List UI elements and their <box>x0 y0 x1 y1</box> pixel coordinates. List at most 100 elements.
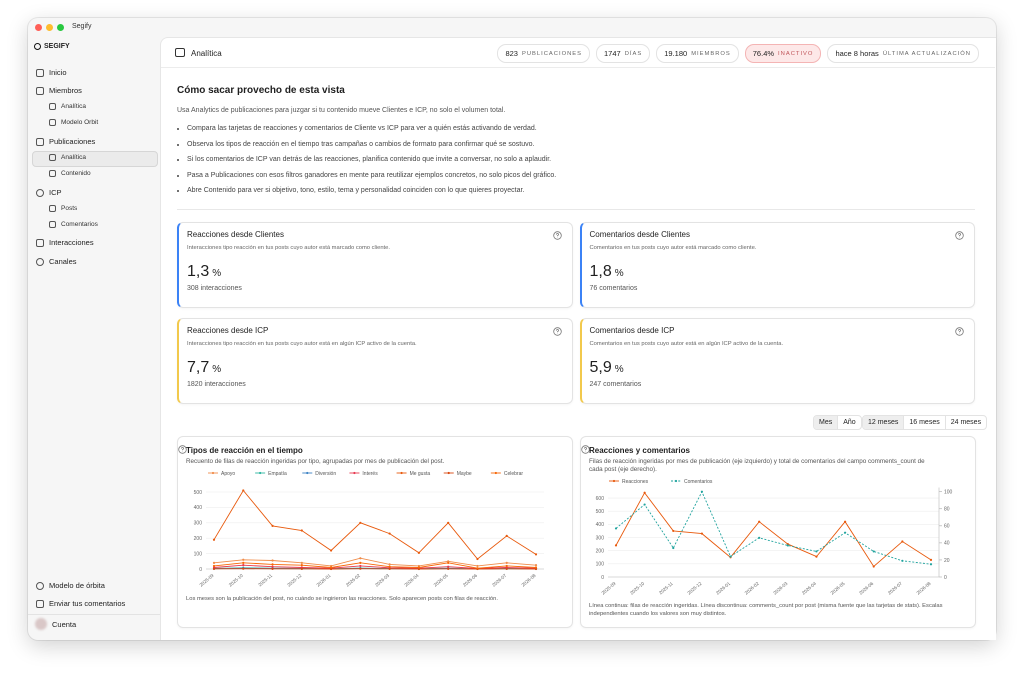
chart-subtitle: Filas de reacción ingeridas por mes de p… <box>589 458 925 473</box>
stat-label: INACTIVO <box>778 50 814 57</box>
data-point <box>815 555 818 558</box>
toggle-button[interactable]: 12 meses <box>863 416 905 429</box>
card-value-number: 1,8 <box>589 263 612 280</box>
stat-pill: 76.4% INACTIVO <box>744 44 822 63</box>
nav-label: Modelo Orbit <box>61 119 99 126</box>
help-glyph <box>180 447 185 452</box>
sidebar-toggle[interactable] <box>175 48 185 57</box>
toggle-button[interactable]: 16 meses <box>904 416 946 429</box>
y-tick-label: 0 <box>199 567 202 573</box>
card-detail: 1820 interacciones <box>187 381 246 388</box>
nav-item[interactable]: Enviar tus comentarios <box>36 599 125 608</box>
nav-icon <box>36 137 44 146</box>
nav-subitem[interactable]: Analítica <box>49 154 86 161</box>
x-tick-label: 2026-04 <box>403 573 419 588</box>
y2-tick-label: 100 <box>944 490 953 496</box>
minimize-button[interactable] <box>46 24 53 31</box>
data-point <box>872 550 875 553</box>
help-icon[interactable] <box>955 231 964 240</box>
legend-label: Comentarios <box>684 479 713 485</box>
nav-item[interactable]: Canales <box>36 257 77 266</box>
data-point <box>534 566 538 569</box>
nav-item[interactable]: ICP <box>36 188 62 197</box>
nav-item[interactable]: Publicaciones <box>36 137 95 146</box>
legend-dot <box>353 471 356 475</box>
stat-pill: hace 8 horas ÚLTIMA ACTUALIZACIÓN <box>827 44 979 63</box>
card-value-number: 5,9 <box>589 359 612 376</box>
account-button[interactable]: Cuenta <box>35 618 76 630</box>
data-point <box>447 521 450 524</box>
nav-subitem[interactable]: Analítica <box>49 103 86 110</box>
period-toggle: Mes Año <box>813 415 862 430</box>
stat-card: Reacciones desde Clientes Interacciones t… <box>177 222 573 308</box>
x-tick-label: 2025-12 <box>686 581 702 596</box>
data-point <box>417 551 421 554</box>
x-tick-label: 2025-09 <box>601 581 617 596</box>
nav-label: ICP <box>49 188 62 197</box>
x-tick-label: 2025-10 <box>228 573 244 588</box>
data-point <box>242 567 245 570</box>
account-label: Cuenta <box>52 619 77 629</box>
card-title: Reacciones desde ICP <box>187 326 269 335</box>
help-icon[interactable] <box>581 445 590 454</box>
card-detail: 76 comentarios <box>589 285 638 292</box>
data-point <box>329 567 333 571</box>
nav-subitem[interactable]: Posts <box>49 205 77 212</box>
guide-bullet: Abre Contenido para ver si objetivo, ton… <box>187 183 556 199</box>
card-detail: 247 comentarios <box>589 381 642 388</box>
y2-tick-label: 40 <box>944 541 950 547</box>
stat-value: 19.180 <box>664 49 688 58</box>
y2-tick-label: 60 <box>944 524 950 530</box>
data-point <box>359 521 362 524</box>
card-description: Interacciones tipo reacción en tus posts… <box>187 245 390 251</box>
nav-item[interactable]: Interacciones <box>36 238 94 247</box>
toggle-button[interactable]: 24 meses <box>950 419 982 426</box>
y2-tick-label: 80 <box>944 507 950 513</box>
card-description: Comentarios en tus posts cuyo autor está… <box>589 341 784 347</box>
toggle-button[interactable]: Mes <box>814 416 839 429</box>
x-tick-label: 2026-06 <box>858 581 874 596</box>
nav-subitem[interactable]: Contenido <box>49 170 91 177</box>
legend-label: Me gusta <box>410 471 431 477</box>
y-tick-label: 500 <box>596 509 605 515</box>
avatar <box>35 618 47 630</box>
help-icon[interactable] <box>178 445 187 454</box>
close-button[interactable] <box>35 24 42 31</box>
help-glyph <box>555 233 559 238</box>
card-value-unit: % <box>614 364 624 375</box>
series-line <box>615 491 932 568</box>
toggle-button[interactable]: Año <box>843 419 856 426</box>
range-toggle: 12 meses 16 meses 24 meses <box>862 415 988 430</box>
help-icon[interactable] <box>955 327 964 336</box>
y-tick-label: 100 <box>596 562 605 568</box>
nav-item[interactable]: Miembros <box>36 86 82 95</box>
nav-subitem[interactable]: Modelo Orbit <box>49 119 98 126</box>
stat-label: PUBLICACIONES <box>521 50 583 57</box>
x-tick-label: 2026-03 <box>772 581 788 596</box>
x-tick-label: 2026-07 <box>887 581 903 596</box>
chart-card: Reacciones y comentarios Filas de reacció… <box>580 436 976 628</box>
nav-item[interactable]: Inicio <box>36 68 67 77</box>
x-tick-label: 2026-08 <box>916 581 932 596</box>
nav-icon <box>49 119 56 126</box>
nav-icon <box>36 68 44 77</box>
help-icon[interactable] <box>552 327 562 336</box>
guide-list: Compara las tarjetas de reacciones y com… <box>177 121 556 199</box>
nav-item[interactable]: Modelo de órbita <box>36 581 105 590</box>
brand-logo <box>34 43 41 50</box>
nav-label: Contenido <box>61 170 91 177</box>
zoom-button[interactable] <box>57 24 64 31</box>
x-tick-label: 2026-01 <box>715 581 731 596</box>
help-icon[interactable] <box>552 231 562 240</box>
card-value-unit: % <box>212 268 222 279</box>
data-point <box>242 489 245 492</box>
nav-subitem[interactable]: Comentarios <box>49 221 98 228</box>
data-point <box>329 564 333 568</box>
legend-dot <box>400 471 403 475</box>
series-line <box>213 564 537 569</box>
chart: 0 100 200 300 400 500 600 0 20 40 60 80 100 2025-09 20… <box>596 479 953 596</box>
chart-card: Tipos de reacción en el tiempo Recuento d… <box>177 436 573 628</box>
stat-label: MIEMBROS <box>691 50 731 57</box>
help-glyph <box>957 233 962 238</box>
